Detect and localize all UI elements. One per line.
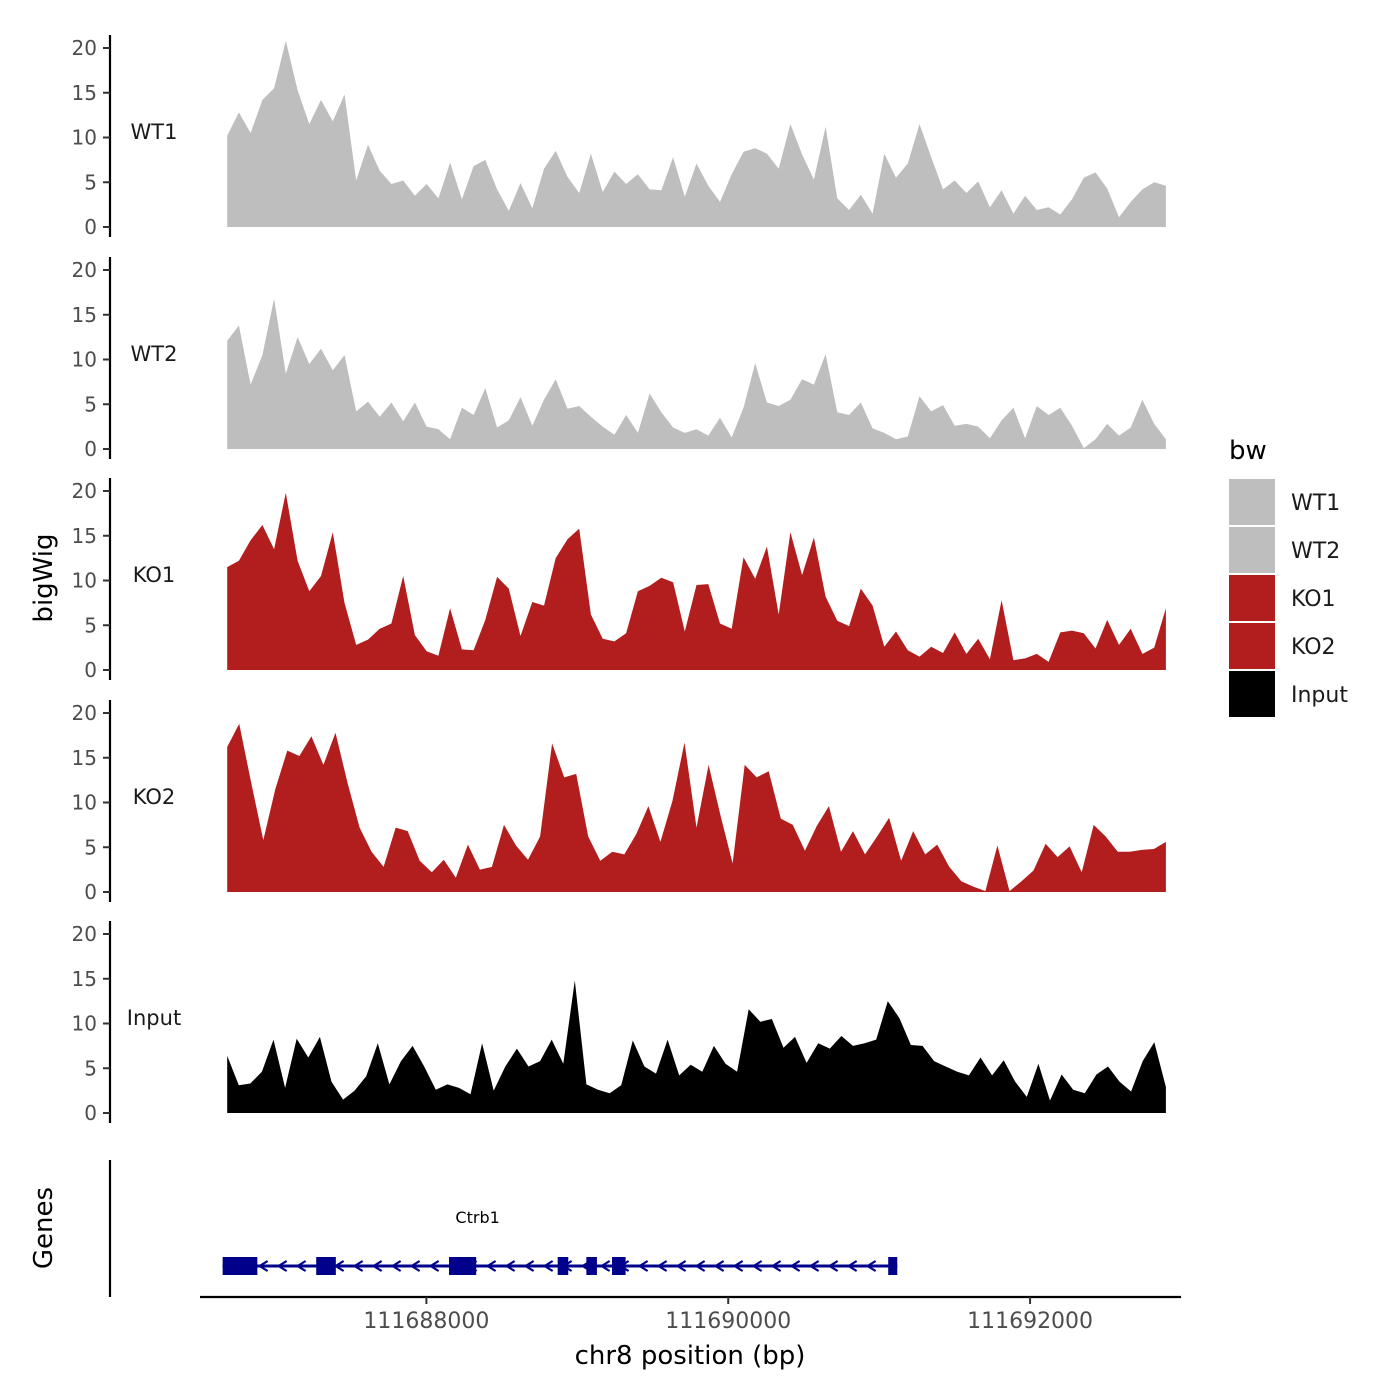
- genes-track-title: Genes: [29, 1187, 59, 1269]
- track-label: KO1: [133, 563, 176, 587]
- track-panel: 0 5 10 15 20 KO1: [72, 478, 1166, 682]
- y-tick-label: 20: [72, 258, 97, 282]
- strand-arrow: [713, 1260, 725, 1272]
- strand-arrow: [789, 1260, 801, 1272]
- y-tick-label: 10: [72, 569, 97, 593]
- y-tick-label: 15: [72, 524, 97, 548]
- y-tick-label: 0: [84, 658, 97, 682]
- exon: [222, 1257, 258, 1275]
- track-label: WT2: [131, 342, 178, 366]
- strand-arrow: [295, 1260, 307, 1272]
- signal-area-ko1: [227, 492, 1166, 670]
- strand-arrow: [542, 1260, 554, 1272]
- strand-arrow: [390, 1260, 402, 1272]
- strand-arrow: [428, 1260, 440, 1272]
- strand-arrow: [409, 1260, 421, 1272]
- x-tick-label: 111688000: [363, 1309, 489, 1334]
- signal-area-ko2: [227, 723, 1166, 892]
- strand-arrow: [865, 1260, 877, 1272]
- strand-arrow: [599, 1260, 611, 1272]
- track-panel: 0 5 10 15 20 WT1: [72, 35, 1166, 239]
- legend-label: WT2: [1291, 539, 1340, 564]
- strand-arrow: [371, 1260, 383, 1272]
- exon: [557, 1257, 569, 1275]
- y-tick-label: 20: [72, 922, 97, 946]
- strand-arrow: [675, 1260, 687, 1272]
- bigwig-tracks: 0 5 10 15 20 WT1 0 5 10 15 20 WT2 0 5 10 15 20 KO1 0 5 10 15 2…: [72, 35, 1166, 1125]
- strand-arrow: [257, 1260, 269, 1272]
- y-tick-label: 20: [72, 479, 97, 503]
- strand-arrow: [637, 1260, 649, 1272]
- legend: bw WT1 WT2 KO1 KO2 Input: [1229, 436, 1348, 717]
- x-tick-label: 111692000: [967, 1309, 1093, 1334]
- y-tick-label: 0: [84, 880, 97, 904]
- legend-swatch-ko1: [1229, 575, 1275, 621]
- strand-arrow: [770, 1260, 782, 1272]
- legend-swatch-wt2: [1229, 527, 1275, 573]
- y-tick-label: 5: [84, 392, 97, 416]
- track-panel: 0 5 10 15 20 WT2: [72, 257, 1166, 461]
- y-tick-label: 15: [72, 967, 97, 991]
- y-tick-label: 5: [84, 1056, 97, 1080]
- y-tick-label: 10: [72, 791, 97, 815]
- strand-arrow: [751, 1260, 763, 1272]
- y-tick-label: 5: [84, 835, 97, 859]
- y-tick-label: 15: [72, 303, 97, 327]
- signal-area-wt2: [227, 298, 1166, 449]
- legend-swatch-ko2: [1229, 623, 1275, 669]
- y-tick-label: 0: [84, 1101, 97, 1125]
- strand-arrow: [504, 1260, 516, 1272]
- strand-arrow: [485, 1260, 497, 1272]
- legend-title: bw: [1229, 436, 1267, 466]
- y-tick-label: 10: [72, 348, 97, 372]
- y-tick-label: 10: [72, 126, 97, 150]
- exon: [612, 1257, 626, 1275]
- y-tick-label: 20: [72, 36, 97, 60]
- x-tick-label: 111690000: [665, 1309, 791, 1334]
- legend-swatch-input: [1229, 671, 1275, 717]
- gene-label-ctrb1: Ctrb1: [455, 1208, 499, 1227]
- exon: [449, 1257, 477, 1275]
- exon: [316, 1257, 336, 1275]
- signal-area-input: [227, 980, 1166, 1113]
- strand-arrow: [523, 1260, 535, 1272]
- track-label: Input: [127, 1006, 181, 1030]
- strand-arrow: [656, 1260, 668, 1272]
- y-tick-label: 5: [84, 170, 97, 194]
- y-tick-label: 5: [84, 613, 97, 637]
- track-panel: 0 5 10 15 20 Input: [72, 921, 1166, 1125]
- legend-label: KO1: [1291, 587, 1336, 612]
- y-axis-title: bigWig: [29, 533, 59, 622]
- strand-arrow: [732, 1260, 744, 1272]
- legend-label: KO2: [1291, 635, 1336, 660]
- y-tick-label: 15: [72, 746, 97, 770]
- strand-arrow: [276, 1260, 288, 1272]
- track-panel: 0 5 10 15 20 KO2: [72, 700, 1166, 904]
- x-axis-title: chr8 position (bp): [575, 1341, 806, 1371]
- exon: [888, 1257, 898, 1275]
- y-tick-label: 20: [72, 701, 97, 725]
- signal-area-wt1: [227, 40, 1166, 227]
- strand-arrow: [694, 1260, 706, 1272]
- strand-arrow: [352, 1260, 364, 1272]
- legend-label: Input: [1291, 683, 1348, 708]
- strand-arrow: [846, 1260, 858, 1272]
- x-axis: 111688000 111690000 111692000: [200, 1295, 1181, 1334]
- strand-arrow: [808, 1260, 820, 1272]
- legend-label: WT1: [1291, 491, 1340, 516]
- exon: [586, 1257, 597, 1275]
- y-tick-label: 0: [84, 437, 97, 461]
- track-label: WT1: [131, 120, 178, 144]
- legend-swatch-wt1: [1229, 479, 1275, 525]
- track-label: KO2: [133, 785, 176, 809]
- y-tick-label: 0: [84, 215, 97, 239]
- y-tick-label: 15: [72, 81, 97, 105]
- y-tick-label: 10: [72, 1012, 97, 1036]
- strand-arrow: [827, 1260, 839, 1272]
- genes-track: Genes Ctrb1: [29, 1160, 898, 1297]
